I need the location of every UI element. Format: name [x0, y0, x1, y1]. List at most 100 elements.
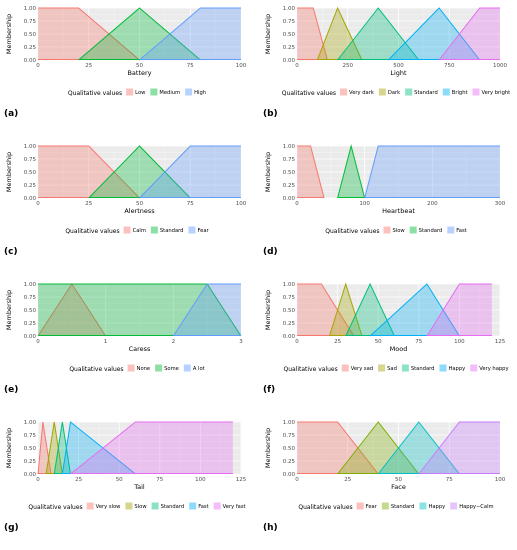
legend-label: Medium: [159, 90, 180, 96]
y-tick-label: 0.75: [283, 19, 296, 25]
legend-label: Standard: [161, 504, 185, 510]
legend-swatch: [189, 502, 197, 510]
chart-panel-3: 0 25 50 75 100 0.00 0.25 0.50 0.75 1.00 Alertness M…: [4, 144, 247, 257]
legend-item-4: Happy: [439, 364, 465, 372]
x-tick-label: 100: [359, 201, 370, 207]
legend-item-2: Some: [155, 364, 179, 372]
y-tick-label: 0.25: [24, 321, 37, 327]
legend-item-3: Fear: [188, 226, 210, 234]
legend-label: None: [137, 366, 151, 372]
x-tick-label: 125: [495, 339, 506, 345]
y-tick-label: 0.75: [283, 157, 296, 163]
legend-label: Very bright: [482, 90, 511, 96]
series-area-2: [329, 284, 362, 336]
legend-swatch: [341, 364, 349, 372]
legend-swatch: [151, 502, 159, 510]
legend-label: Standard: [414, 90, 438, 96]
x-tick-label: 0: [295, 201, 299, 207]
x-tick-label: 75: [446, 477, 453, 483]
legend-label: Slow: [134, 504, 147, 510]
y-axis-title: Membership: [5, 14, 13, 54]
y-axis-title: Membership: [5, 152, 13, 192]
legend: Qualitative values Fear Standard Happy Happy…: [298, 502, 494, 511]
chart-panel-5: 0 1 2 3 0.00 0.25 0.50 0.75 1.00 Caress Membership…: [4, 282, 243, 395]
series-area-3: [139, 146, 241, 198]
y-tick-label: 1.00: [24, 420, 37, 426]
legend-item-1: None: [127, 364, 151, 372]
legend-title: Qualitative values: [28, 504, 82, 511]
legend-label: Happy: [448, 366, 465, 372]
series-line-2: [45, 421, 63, 475]
x-tick-label: 25: [75, 477, 82, 483]
legend-title: Qualitative values: [282, 90, 336, 97]
legend-title: Qualitative values: [69, 366, 123, 373]
panel-label: (h): [263, 523, 278, 533]
series-area-2: [38, 284, 241, 336]
x-tick-label: 100: [495, 477, 506, 483]
series-area-3: [139, 8, 241, 60]
series-area-3: [364, 146, 500, 198]
series-line-3: [345, 282, 395, 337]
series-area-2: [317, 8, 362, 60]
legend-swatch: [381, 502, 389, 510]
series-line-2: [337, 144, 366, 199]
series-area-1: [38, 284, 106, 336]
panel-label: (a): [4, 109, 18, 119]
x-tick-label: 75: [187, 201, 194, 207]
series-area-2: [78, 8, 201, 60]
legend-item-3: High: [185, 88, 206, 96]
legend-label: Calm: [133, 228, 146, 234]
legend-label: Standard: [391, 504, 415, 510]
legend-item-3: Standard: [151, 502, 185, 510]
y-tick-label: 1.00: [24, 282, 37, 288]
x-tick-label: 50: [395, 477, 402, 483]
series-area-2: [88, 146, 191, 198]
x-tick-label: 50: [136, 201, 143, 207]
x-tick-label: 100: [454, 339, 465, 345]
legend-item-3: A lot: [183, 364, 205, 372]
legend-swatch: [447, 226, 455, 234]
x-tick-label: 75: [415, 339, 422, 345]
legend-label: Some: [164, 366, 179, 372]
series-line-2: [316, 6, 363, 61]
chart-panel-6: 0 25 50 75 100 125 0.00 0.25 0.50 0.75 1.00 Mood Mem…: [263, 282, 509, 395]
chart-panel-1: 0 25 50 75 100 0.00 0.25 0.50 0.75 1.00 Battery Mem…: [4, 6, 247, 119]
x-tick-label: 100: [236, 201, 247, 207]
y-tick-label: 0.00: [283, 334, 296, 340]
x-tick-label: 1: [104, 339, 108, 345]
y-tick-label: 0.75: [24, 433, 37, 439]
legend-item-2: Slow: [125, 502, 147, 510]
legend: Qualitative values None Some A lot: [69, 364, 205, 373]
legend-item-1: Very sad: [341, 364, 373, 372]
series-line-4: [61, 421, 136, 475]
series-line-1: [297, 7, 328, 61]
y-tick-label: 0.75: [283, 433, 296, 439]
y-tick-label: 0.25: [283, 459, 296, 465]
legend-item-2: Sad: [378, 364, 397, 372]
series-area-1: [38, 8, 140, 60]
y-axis-title: Membership: [264, 428, 272, 468]
y-tick-label: 1.00: [283, 420, 296, 426]
legend-swatch: [405, 88, 413, 96]
x-tick-label: 50: [136, 63, 143, 69]
series-area-4: [370, 284, 460, 336]
legend-label: Very slow: [96, 504, 122, 510]
x-axis-title: Caress: [129, 345, 151, 353]
y-axis-title: Membership: [5, 290, 13, 330]
panel-label: (c): [4, 247, 18, 257]
chart-panel-4: 0 100 200 300 0.00 0.25 0.50 0.75 1.00 Heartbeat M…: [263, 144, 506, 257]
series-line-3: [139, 145, 241, 199]
x-tick-label: 2: [172, 339, 176, 345]
series-line-3: [172, 283, 241, 337]
y-tick-label: 0.25: [24, 459, 37, 465]
series-line-1: [38, 7, 140, 61]
y-tick-label: 0.50: [24, 308, 37, 314]
series-line-4: [418, 421, 500, 475]
x-tick-label: 0: [295, 477, 299, 483]
legend-title: Qualitative values: [283, 366, 337, 373]
series-area-1: [297, 146, 325, 198]
series-line-1: [297, 145, 325, 199]
x-tick-label: 3: [239, 339, 243, 345]
legend-item-5: Very bright: [472, 88, 511, 96]
x-axis-title: Alertness: [124, 207, 155, 215]
